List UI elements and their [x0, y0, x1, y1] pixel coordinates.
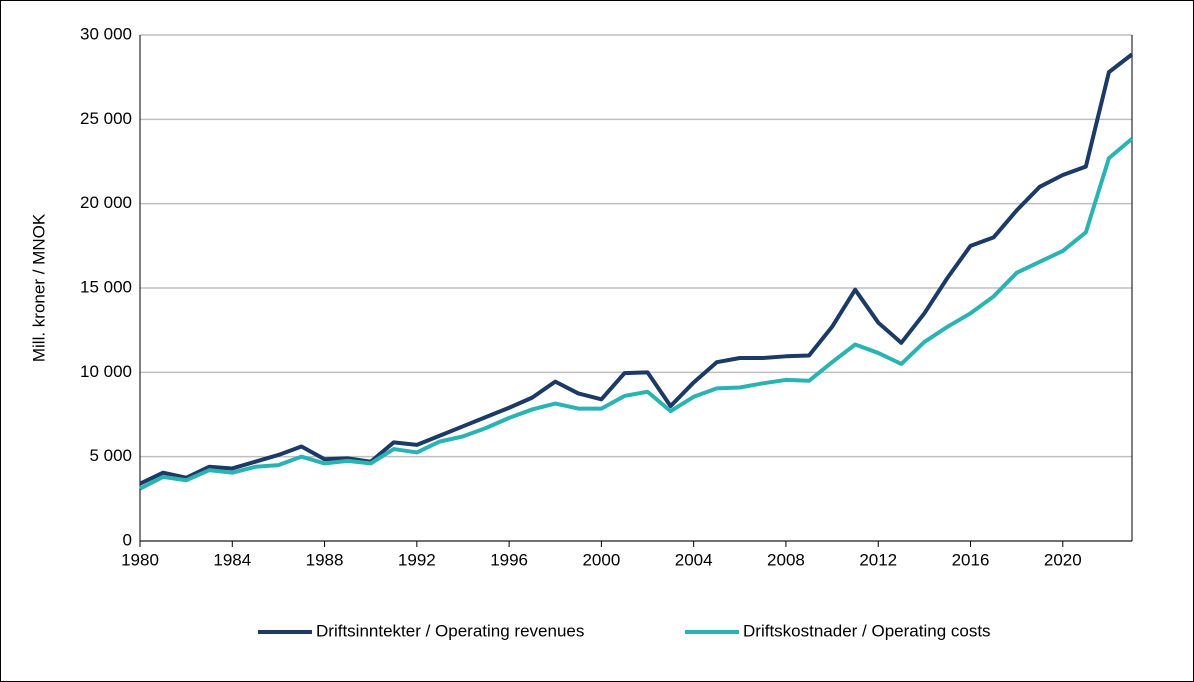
y-tick-label: 15 000 [80, 277, 132, 296]
y-axis-label: Mill. kroner / MNOK [29, 213, 48, 362]
y-tick-label: 10 000 [80, 362, 132, 381]
x-tick-label: 1984 [213, 550, 251, 569]
x-tick-label: 2008 [767, 550, 805, 569]
x-tick-label: 2016 [952, 550, 990, 569]
y-tick-label: 0 [123, 530, 132, 549]
x-tick-label: 2004 [675, 550, 713, 569]
x-tick-label: 1996 [490, 550, 528, 569]
legend-label: Driftskostnader / Operating costs [743, 621, 991, 640]
legend-label: Driftsinntekter / Operating revenues [316, 621, 584, 640]
x-tick-label: 2000 [582, 550, 620, 569]
x-tick-label: 1992 [398, 550, 436, 569]
y-tick-label: 30 000 [80, 24, 132, 43]
y-tick-label: 5 000 [89, 446, 132, 465]
series-line [139, 137, 1134, 491]
y-tick-label: 25 000 [80, 109, 132, 128]
x-tick-label: 2020 [1044, 550, 1082, 569]
x-tick-label: 1980 [121, 550, 159, 569]
series-line [139, 52, 1134, 486]
x-tick-label: 2012 [859, 550, 897, 569]
y-tick-label: 20 000 [80, 193, 132, 212]
x-tick-label: 1988 [306, 550, 344, 569]
